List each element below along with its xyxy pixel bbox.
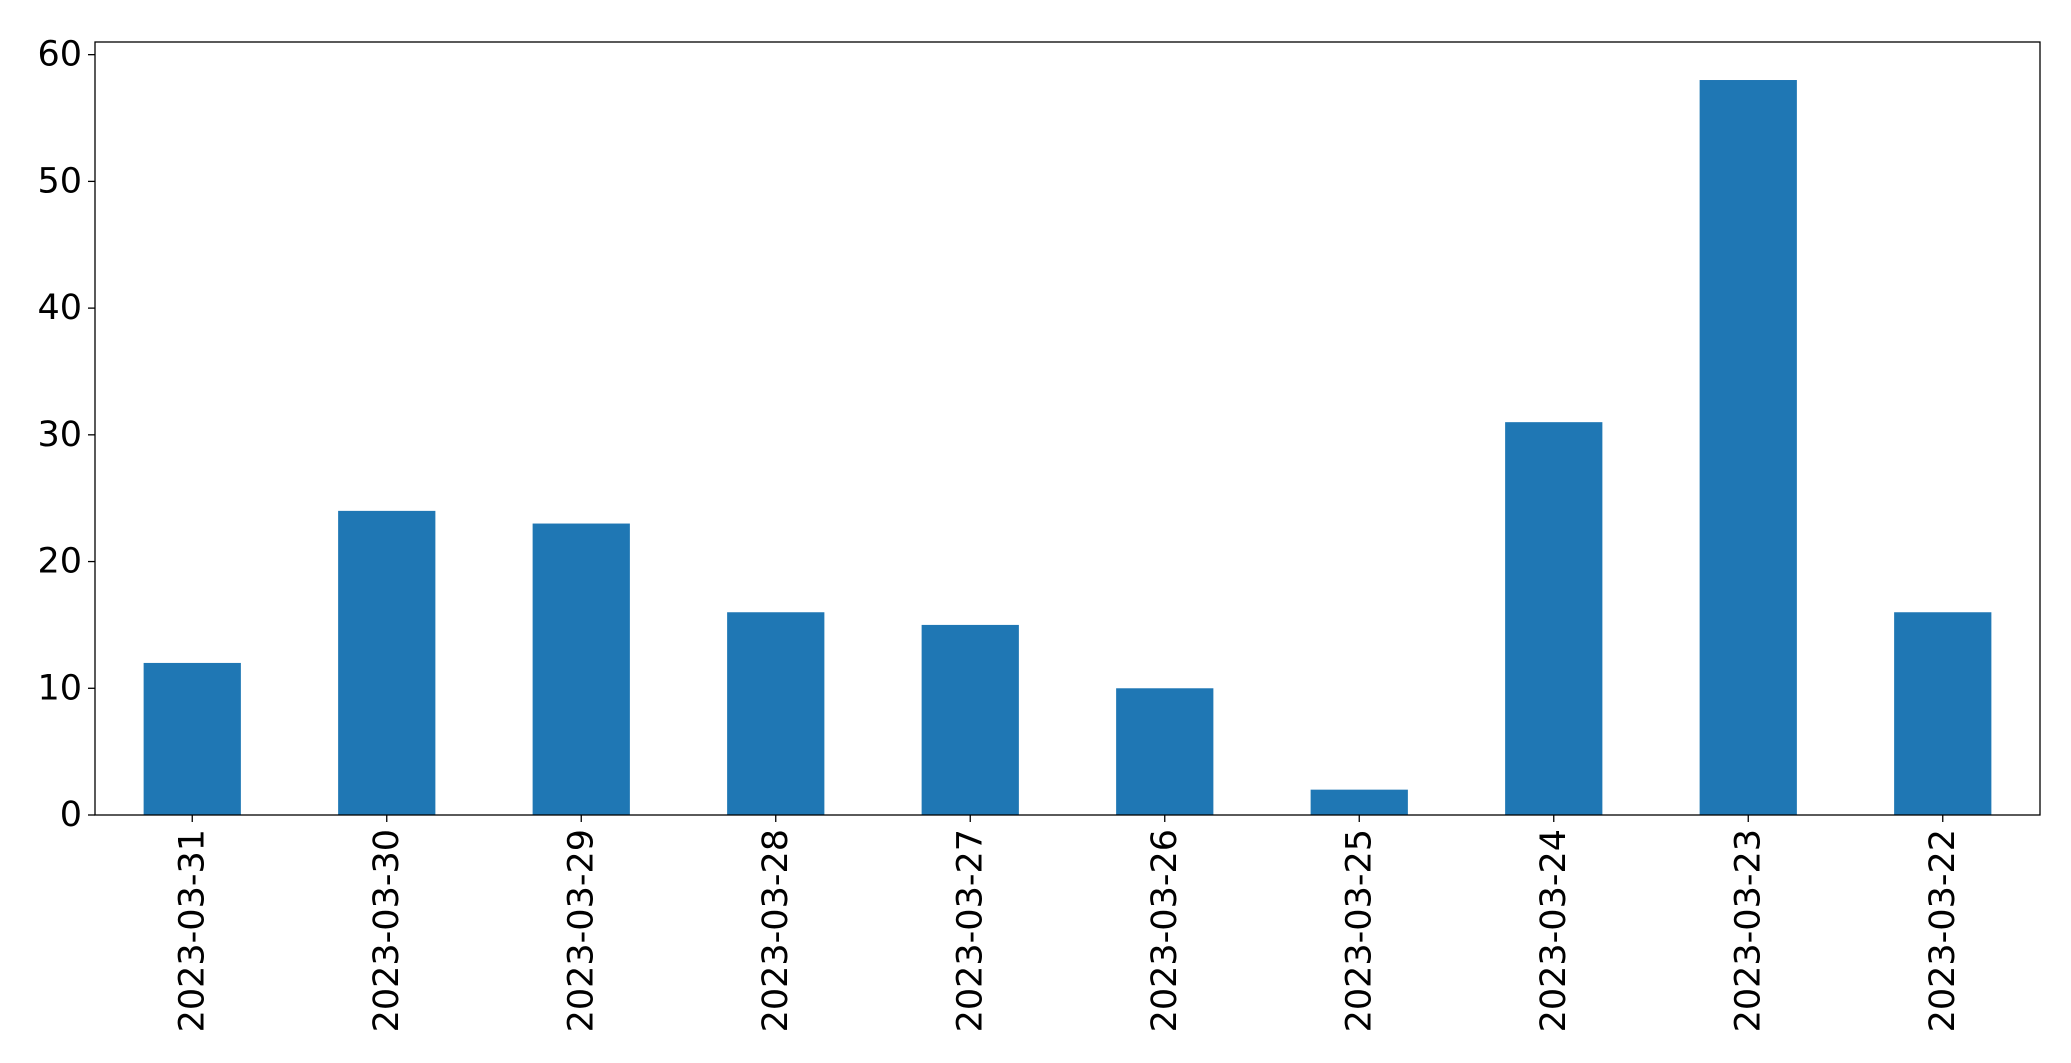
x-tick-label: 2023-03-27 <box>950 829 990 1032</box>
bar-2023-03-25 <box>1310 789 1408 815</box>
x-tick-label: 2023-03-29 <box>561 829 601 1032</box>
x-tick-label: 2023-03-23 <box>1728 829 1768 1032</box>
x-tick-label: 2023-03-28 <box>756 829 796 1032</box>
bar-2023-03-23 <box>1699 80 1797 815</box>
y-tick-label: 50 <box>37 161 82 201</box>
x-axis: 2023-03-31 2023-03-30 2023-03-29 2023-03-28… <box>172 815 1963 1032</box>
bar-2023-03-27 <box>921 624 1019 815</box>
bar-2023-03-28 <box>727 612 825 815</box>
x-tick-label: 2023-03-26 <box>1145 829 1185 1032</box>
bar-2023-03-29 <box>532 523 630 815</box>
x-tick-label: 2023-03-24 <box>1534 829 1574 1032</box>
bar-2023-03-22 <box>1894 612 1992 815</box>
y-tick-label: 0 <box>60 795 82 835</box>
bar-2023-03-24 <box>1505 422 1603 815</box>
x-tick-label: 2023-03-31 <box>172 829 212 1032</box>
y-tick-label: 30 <box>37 415 82 455</box>
bar-2023-03-26 <box>1116 688 1214 815</box>
x-tick-label: 2023-03-30 <box>367 829 407 1032</box>
y-tick-label: 10 <box>37 668 82 708</box>
y-axis: 0 10 20 30 40 50 60 <box>37 35 95 835</box>
bar-2023-03-30 <box>338 510 436 815</box>
bar-2023-03-31 <box>143 662 241 815</box>
y-tick-label: 40 <box>37 288 82 328</box>
x-tick-label: 2023-03-25 <box>1339 829 1379 1032</box>
axes-frame <box>94 41 2041 816</box>
y-tick-label: 60 <box>37 35 82 75</box>
bars-group <box>143 80 1992 815</box>
x-tick-label: 2023-03-22 <box>1923 829 1963 1032</box>
y-tick-label: 20 <box>37 542 82 582</box>
